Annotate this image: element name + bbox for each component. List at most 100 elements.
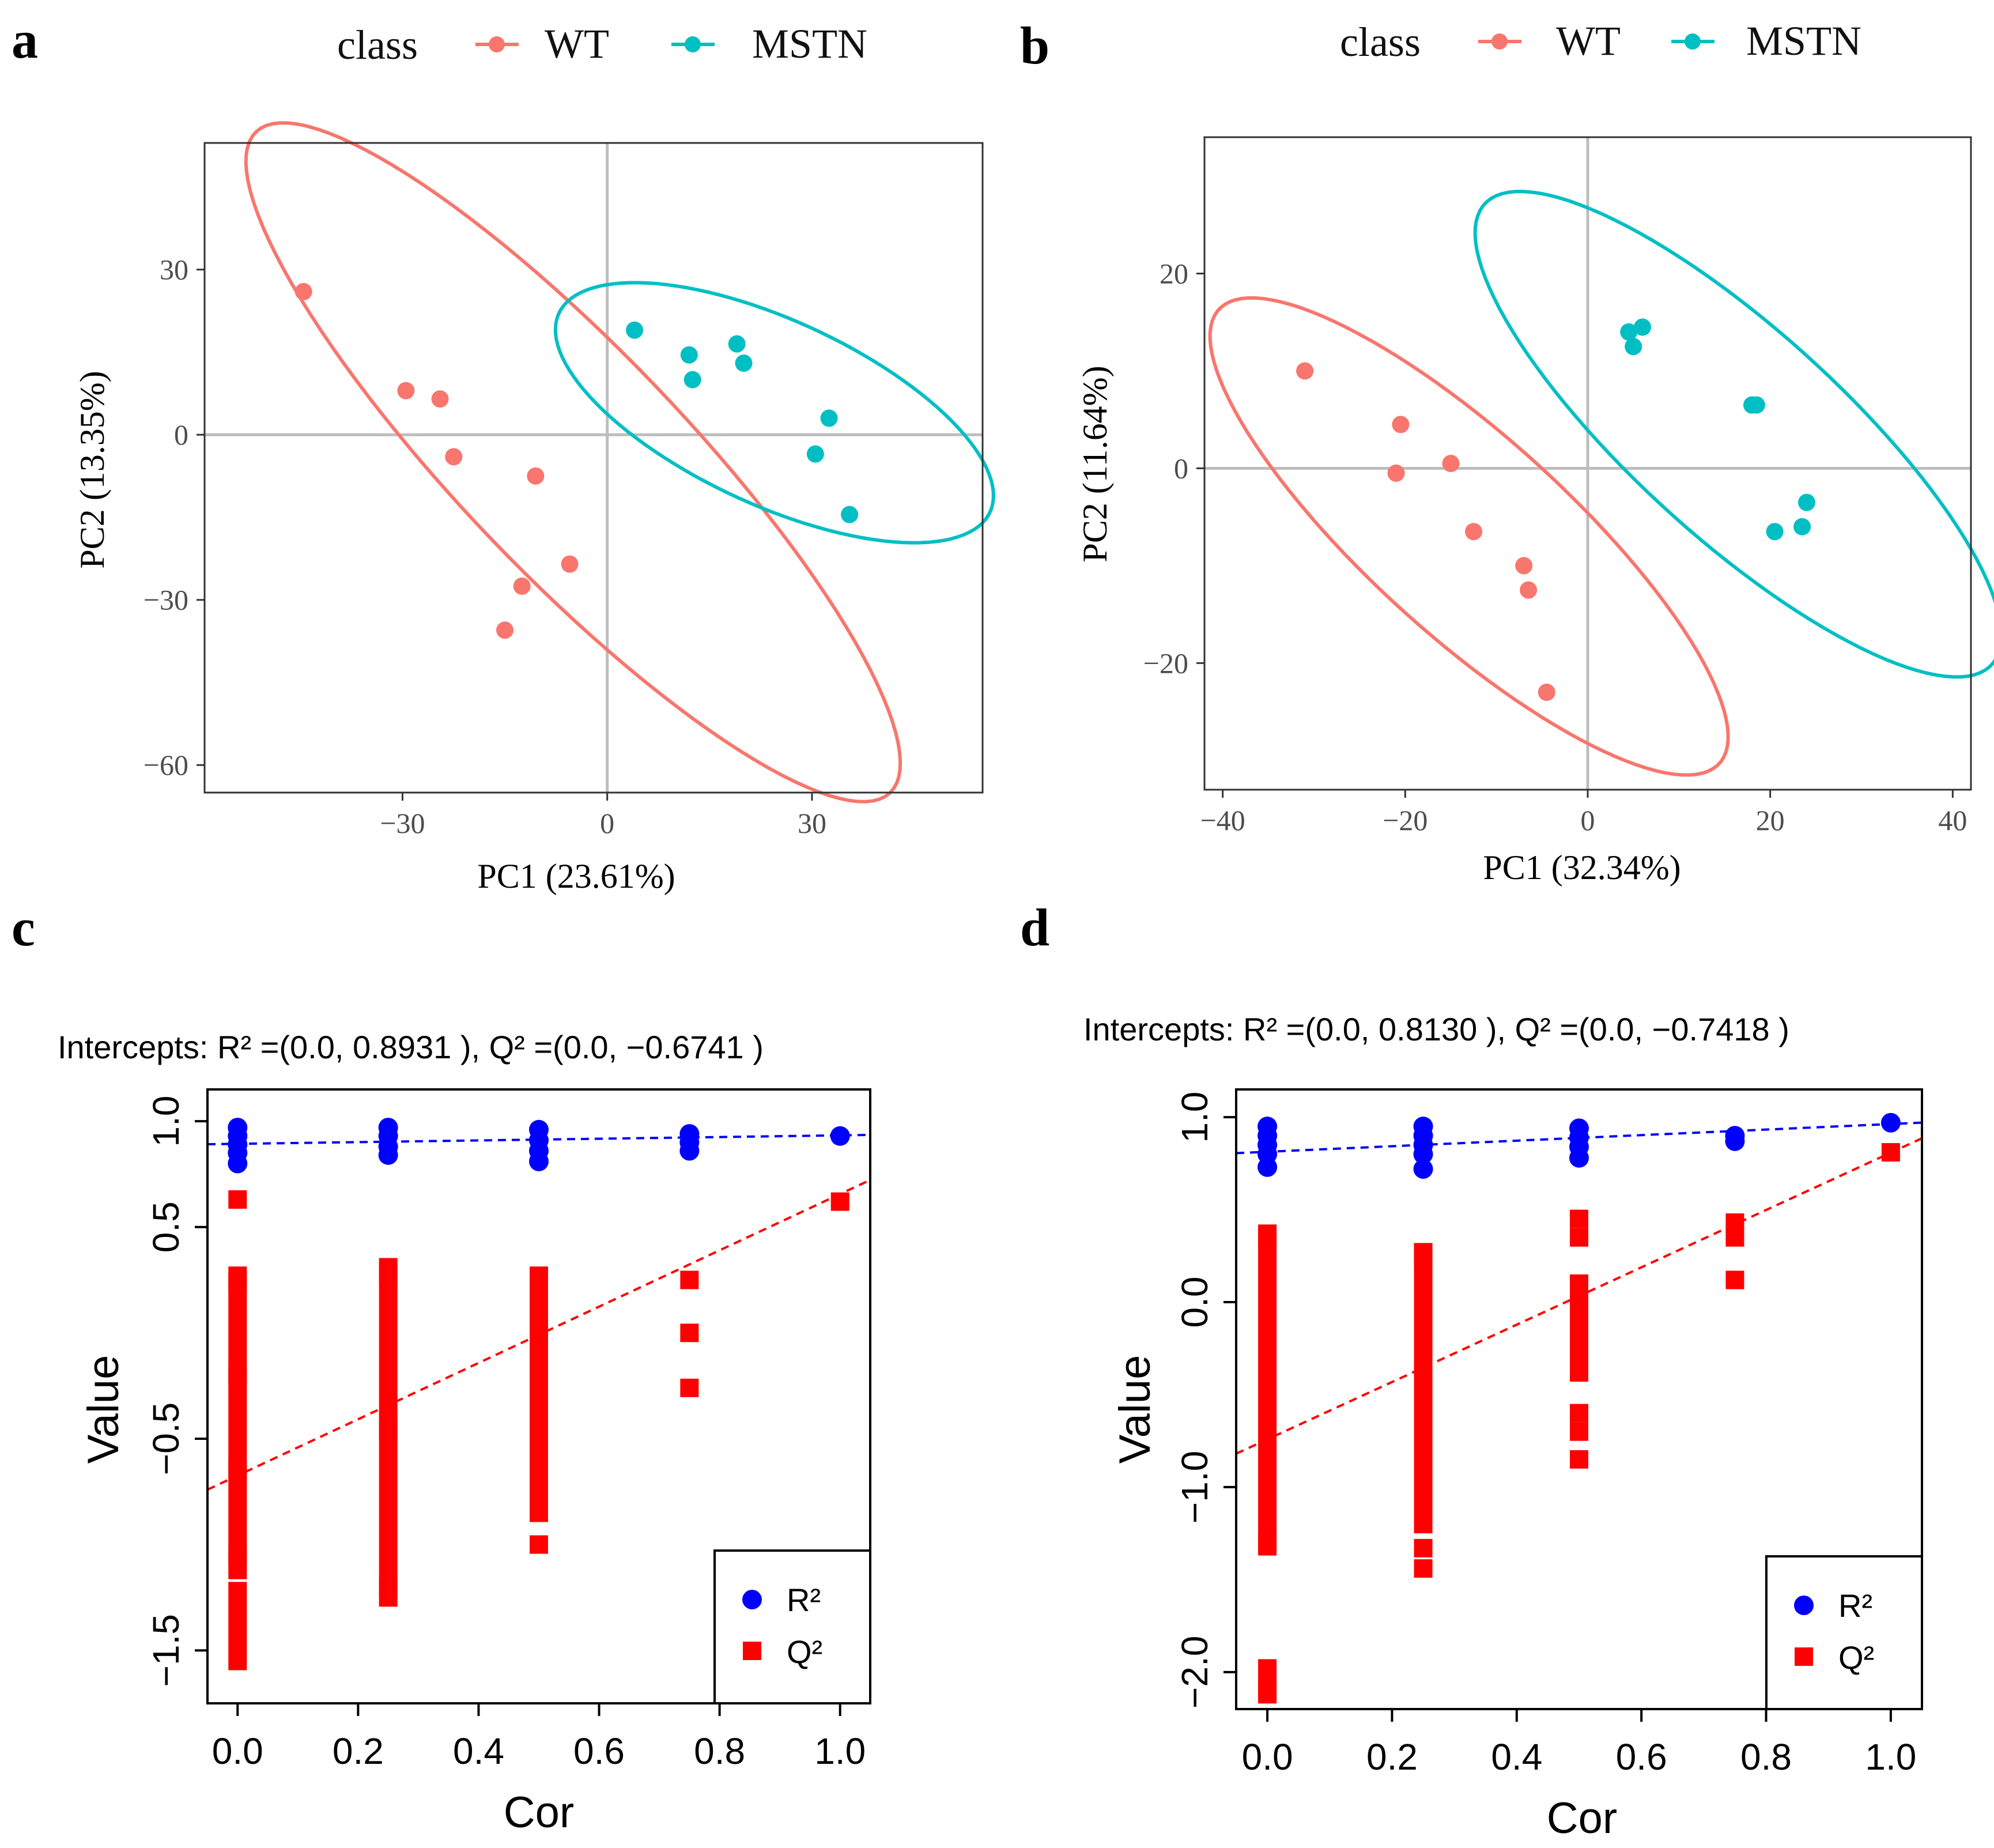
y-tick-label: 1.0 [1174,1092,1215,1143]
legend-q2-label: Q² [1838,1639,1874,1676]
legend-mstn-label: MSTN [1746,18,1861,64]
data-point-wt [1465,523,1483,541]
data-point-mstn [680,346,698,364]
legend-q2-label: Q² [787,1634,822,1670]
q2-point [1414,1559,1433,1578]
r2-point [529,1151,549,1171]
x-tick-label: 0.0 [1242,1736,1293,1778]
x-axis-label: Cor [1547,1794,1617,1843]
x-tick-label: 0.4 [453,1730,504,1772]
q2-point-cluster [1258,1224,1277,1556]
q2-point [228,1545,247,1564]
q2-point [379,1578,398,1597]
q2-point [1570,1450,1588,1469]
data-point-mstn [735,354,753,372]
fit-line-q2 [207,1179,871,1491]
data-point-mstn [1798,493,1815,511]
legend-wt-label: WT [1556,18,1621,64]
x-tick-label: −30 [380,807,425,839]
legend-wt-label: WT [545,21,609,67]
data-point-wt [561,555,579,573]
plot-area [1204,137,1994,790]
y-tick-label: 0.0 [1174,1277,1215,1328]
y-tick-label: −1.0 [1174,1451,1215,1523]
q2-point [530,1387,548,1406]
data-point-wt [431,390,449,408]
confidence-ellipse-wt [244,121,902,804]
r2-point [1880,1112,1901,1133]
data-point-mstn [626,321,644,339]
legend-r2-label: R² [1838,1587,1872,1624]
plot-area [207,1118,871,1670]
data-point-mstn [806,445,824,463]
x-tick-label: 0.2 [333,1730,384,1772]
q2-point [1414,1246,1433,1265]
q2-point-cluster [1414,1243,1433,1534]
legend-q2-marker [1795,1647,1813,1666]
y-tick-label: −0.5 [145,1402,187,1475]
q2-point [1258,1533,1277,1552]
q2-point [680,1270,699,1289]
confidence-ellipse-mstn [1473,190,1994,679]
panel-label-b: b [1020,16,1049,75]
x-tick-label: 0.2 [1366,1736,1418,1778]
data-point-wt [397,382,415,399]
x-tick-label: −20 [1383,804,1427,836]
q2-point [680,1378,699,1397]
legend: R² Q² [1765,1555,1923,1710]
legend-title: class [337,22,418,68]
q2-point-cluster [1570,1274,1588,1382]
legend-a: class WT MSTN [337,21,867,68]
q2-point [1414,1538,1433,1557]
panel-label-a: a [12,10,38,69]
y-tick-label: −30 [143,584,188,616]
legend-r2-marker [742,1590,762,1609]
x-tick-label: 0 [600,807,614,839]
r2-point [1569,1148,1589,1168]
r2-point [228,1153,248,1174]
data-point-wt [445,448,463,466]
y-tick-label: 0 [174,418,188,451]
panel-label-d: d [1020,898,1049,957]
data-point-wt [1387,464,1405,482]
q2-point [228,1190,247,1209]
y-tick-label: 30 [160,254,188,286]
x-tick-label: 40 [1938,804,1967,836]
x-tick-label: 0.4 [1491,1736,1542,1778]
x-tick-label: 0 [1581,804,1595,836]
y-tick-label: 0.5 [145,1201,187,1253]
x-axis-label: PC1 (32.34%) [1483,848,1680,887]
legend-r2-marker [1794,1596,1814,1615]
q2-point [1570,1422,1588,1441]
q2-point [379,1264,398,1283]
data-point-mstn [683,371,701,389]
q2-point [1258,1681,1277,1700]
x-tick-label: 1.0 [814,1730,866,1772]
x-axis-label: PC1 (23.61%) [477,857,675,895]
data-point-mstn [1793,518,1811,535]
plot-border [206,1088,871,1704]
r2-point [1413,1144,1433,1164]
data-point-mstn [1625,338,1642,356]
permutation-plot-d: Intercepts: R² =(0.0, 0.8130 ), Q² =(0.0… [1083,1011,1923,1843]
legend-mstn-marker [685,36,701,52]
x-axis-label: Cor [504,1788,574,1837]
q2-point [228,1461,247,1480]
plot-border [1235,1088,1923,1710]
data-point-wt [513,577,531,595]
legend-b: class WT MSTN [1340,18,1861,65]
fit-line-r2 [1236,1121,1923,1155]
y-axis-label: PC2 (11.64%) [1076,365,1114,562]
q2-point-cluster [228,1582,247,1670]
plot-border [203,142,984,794]
data-point-wt [1538,684,1555,702]
confidence-ellipse-mstn [553,281,995,545]
pca-plot-a: PC1 (23.61%) PC2 (13.35%) −30 0 30 30 0 −30 −6… [73,121,995,895]
x-tick-label: 0.0 [212,1730,263,1772]
r2-point [378,1145,398,1165]
y-axis-label: Value [79,1355,128,1464]
y-tick-label: −20 [1143,647,1188,679]
x-tick-label: 0.8 [694,1730,745,1772]
q2-point [530,1535,548,1554]
